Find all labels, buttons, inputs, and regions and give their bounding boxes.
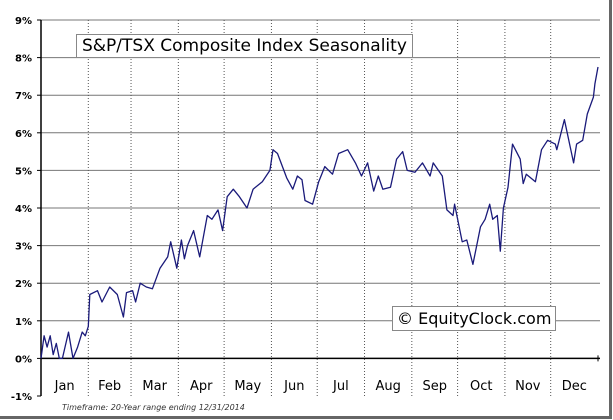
month-label: Nov bbox=[515, 379, 541, 394]
y-tick-label: 6% bbox=[15, 129, 32, 140]
month-label: Mar bbox=[142, 379, 167, 394]
month-label: May bbox=[234, 379, 261, 394]
footnote: Timeframe: 20-Year range ending 12/31/20… bbox=[62, 403, 245, 412]
month-label: Dec bbox=[562, 379, 587, 394]
month-label: Aug bbox=[375, 379, 400, 394]
month-label: Jul bbox=[332, 379, 349, 394]
chart-title: S&P/TSX Composite Index Seasonality bbox=[76, 34, 413, 58]
y-tick-label: 3% bbox=[15, 242, 32, 253]
y-tick-label: 9% bbox=[15, 16, 32, 27]
month-label: Jun bbox=[283, 379, 304, 394]
y-tick-label: 4% bbox=[15, 204, 32, 215]
seasonality-line bbox=[40, 66, 599, 360]
y-tick-label: 8% bbox=[15, 54, 32, 65]
month-label: Feb bbox=[98, 379, 121, 394]
month-label: Sep bbox=[422, 379, 447, 394]
y-tick-label: 2% bbox=[15, 279, 32, 290]
month-label: Oct bbox=[470, 379, 492, 394]
month-label: Apr bbox=[190, 379, 213, 394]
month-label: Jan bbox=[54, 379, 75, 394]
y-tick-label: 5% bbox=[15, 166, 32, 177]
y-tick-label: 1% bbox=[15, 317, 32, 328]
watermark: © EquityClock.com bbox=[392, 306, 557, 331]
y-tick-label: -1% bbox=[11, 392, 32, 403]
y-tick-label: 7% bbox=[15, 91, 32, 102]
y-tick-label: 0% bbox=[15, 354, 32, 365]
